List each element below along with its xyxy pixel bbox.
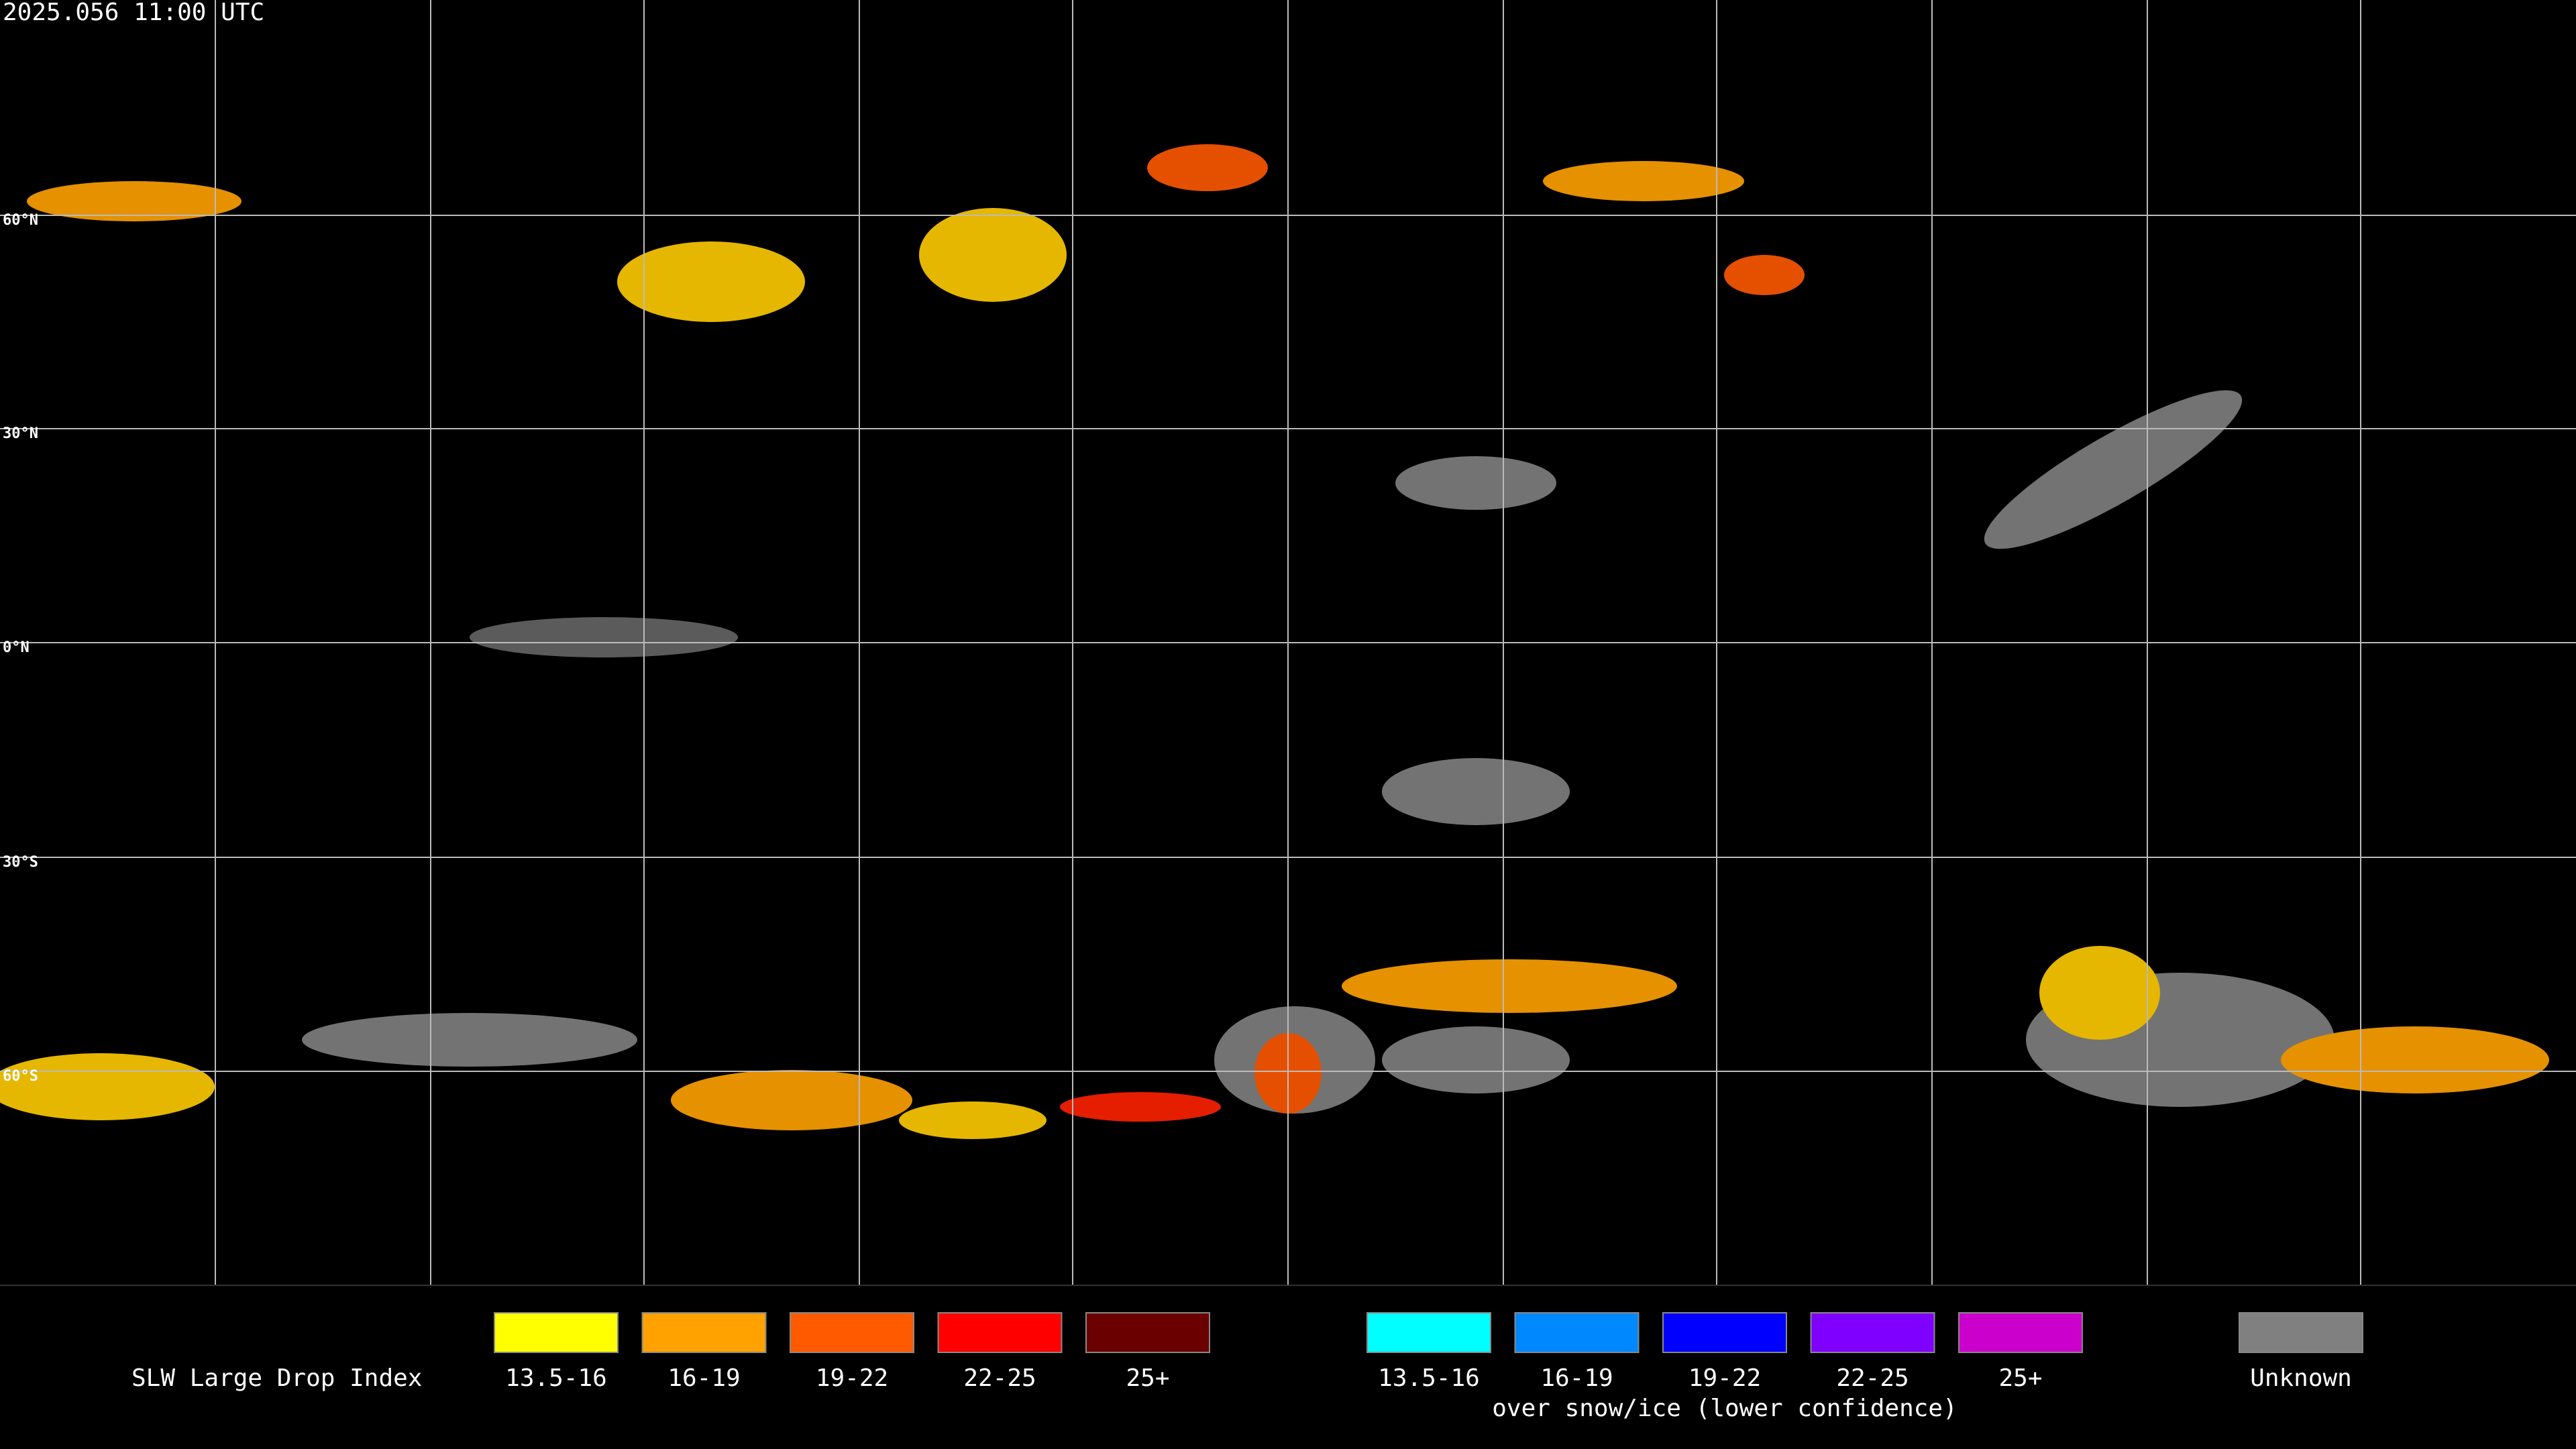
latitude-labels: 60°N 30°N 0°N 30°S 60°S (3, 212, 38, 1085)
legend-label: Unknown (2250, 1364, 2352, 1392)
cloud-patch (1382, 758, 1570, 825)
legend: SLW Large Drop Index 13.5-16 16-19 19-22 22… (131, 1312, 2363, 1422)
legend-label: 13.5-16 (1378, 1364, 1480, 1392)
cloud-patch (1382, 1026, 1570, 1093)
cloud-patch (1342, 959, 1677, 1013)
legend-label: 19-22 (1688, 1364, 1761, 1392)
legend-title: SLW Large Drop Index (131, 1364, 422, 1392)
cloud-patch (2281, 1026, 2549, 1093)
legend-swatch (1514, 1312, 1640, 1353)
latitude-label: 60°N (3, 212, 38, 229)
cloud-patch (1543, 161, 1744, 201)
legend-swatch (1085, 1312, 1210, 1353)
legend-label: 22-25 (1836, 1364, 1909, 1392)
graticule (0, 0, 2576, 1285)
legend-caption: over snow/ice (lower confidence) (1492, 1395, 1957, 1422)
legend-label: 25+ (1126, 1364, 1169, 1392)
legend-swatch (494, 1312, 619, 1353)
cloud-patch (302, 1013, 637, 1067)
cloud-patch (1147, 144, 1268, 191)
legend-label: 16-19 (1540, 1364, 1613, 1392)
legend-swatch (641, 1312, 767, 1353)
cloud-patch (617, 241, 805, 322)
legend-swatch (1662, 1312, 1787, 1353)
legend-swatch (1366, 1312, 1491, 1353)
legend-label: 25+ (1998, 1364, 2042, 1392)
cloud-patch (2039, 946, 2160, 1040)
legend-swatch (790, 1312, 914, 1353)
legend-label: 13.5-16 (505, 1364, 607, 1392)
legend-label: 16-19 (667, 1364, 740, 1392)
cloud-patch (1724, 255, 1805, 295)
cloud-patch (1395, 456, 1556, 510)
legend-label: 22-25 (963, 1364, 1036, 1392)
legend-swatch (2239, 1312, 2363, 1353)
cloud-patch (899, 1102, 1046, 1139)
legend-swatch (1958, 1312, 2083, 1353)
cloud-patch (470, 617, 738, 657)
latitude-label: 60°S (3, 1068, 38, 1085)
cloud-patch (0, 1053, 215, 1120)
legend-swatch (937, 1312, 1063, 1353)
cloud-patch (1060, 1092, 1221, 1122)
cloud-field (0, 144, 2549, 1139)
timestamp: 2025.056 11:00 UTC (3, 0, 264, 26)
latitude-label: 30°S (3, 854, 38, 871)
cloud-patch (919, 208, 1067, 302)
cloud-patch (27, 181, 241, 221)
legend-swatch (1810, 1312, 1935, 1353)
legend-label: 19-22 (816, 1364, 888, 1392)
latitude-label: 0°N (3, 639, 30, 656)
cloud-patch (671, 1070, 912, 1130)
latitude-label: 30°N (3, 425, 38, 442)
cloud-patch (1984, 390, 2243, 549)
